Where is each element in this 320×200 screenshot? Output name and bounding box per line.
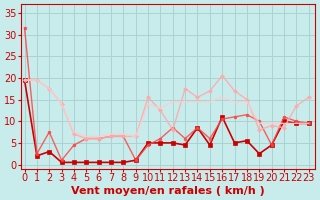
- X-axis label: Vent moyen/en rafales ( km/h ): Vent moyen/en rafales ( km/h ): [71, 186, 265, 196]
